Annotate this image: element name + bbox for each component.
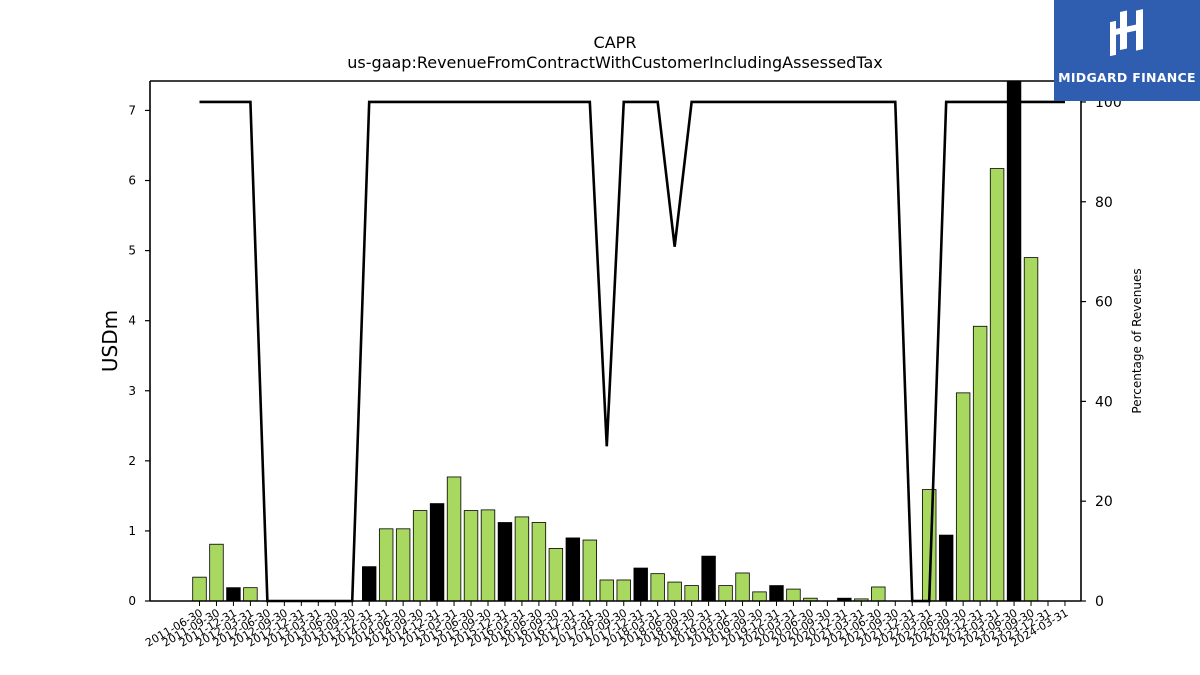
bar <box>752 591 767 601</box>
bar <box>599 579 614 601</box>
bar <box>735 572 750 601</box>
y2-tick-label: 80 <box>1095 195 1113 211</box>
bar <box>361 566 377 601</box>
bar <box>565 537 581 601</box>
bars-group <box>192 81 1039 601</box>
bar <box>972 325 988 601</box>
y2-axis-label: Percentage of Revenues <box>1130 268 1144 413</box>
bar <box>701 555 716 601</box>
bar <box>497 522 513 601</box>
y-tick-label: 6 <box>128 174 136 188</box>
bar <box>803 597 818 601</box>
midgard-logo-icon <box>1110 9 1143 57</box>
y-tick-label: 1 <box>128 524 136 538</box>
y2-tick-label: 40 <box>1095 394 1113 410</box>
bar <box>718 585 733 601</box>
bar <box>1023 257 1039 601</box>
plot-area: 012345670204060801002011-06-302011-09-30… <box>128 80 1122 650</box>
bar <box>480 509 496 601</box>
bar <box>989 168 1005 601</box>
chart-title: CAPR <box>594 33 637 52</box>
bar <box>243 587 258 601</box>
bar <box>871 586 886 601</box>
bar <box>531 522 547 601</box>
bar <box>429 503 445 601</box>
y-tick-label: 3 <box>128 384 136 398</box>
y2-tick-label: 20 <box>1095 494 1113 510</box>
y-tick-label: 7 <box>128 103 136 117</box>
bar <box>192 576 207 601</box>
bar <box>226 587 241 601</box>
y-tick-label: 2 <box>128 454 136 468</box>
y-tick-label: 4 <box>128 314 136 328</box>
bar <box>446 476 462 601</box>
y-tick-label: 0 <box>128 594 136 608</box>
bar <box>854 598 869 601</box>
logo-text: MIDGARD FINANCE <box>1058 70 1196 85</box>
bar <box>514 516 530 601</box>
bar <box>786 588 801 601</box>
bar <box>769 585 784 601</box>
bar <box>395 528 411 601</box>
bar <box>667 581 682 601</box>
chart-subtitle: us-gaap:RevenueFromContractWithCustomerI… <box>347 53 882 72</box>
y2-tick-label: 0 <box>1095 594 1104 610</box>
bar <box>209 543 224 601</box>
bar <box>633 567 648 601</box>
midgard-finance-logo: MIDGARD FINANCE <box>1054 0 1200 101</box>
bar <box>616 579 631 601</box>
bar <box>412 510 428 601</box>
bar <box>548 548 564 601</box>
y2-tick-label: 60 <box>1095 295 1113 311</box>
bar <box>684 585 699 601</box>
y-tick-label: 5 <box>128 244 136 258</box>
bar <box>837 597 852 601</box>
bar <box>955 392 971 601</box>
bar <box>582 539 598 601</box>
bar <box>650 573 665 601</box>
bar <box>1006 81 1022 601</box>
bar <box>463 510 479 601</box>
bar <box>938 534 954 601</box>
bar <box>378 528 394 601</box>
y-axis-label: USDm <box>98 310 122 372</box>
